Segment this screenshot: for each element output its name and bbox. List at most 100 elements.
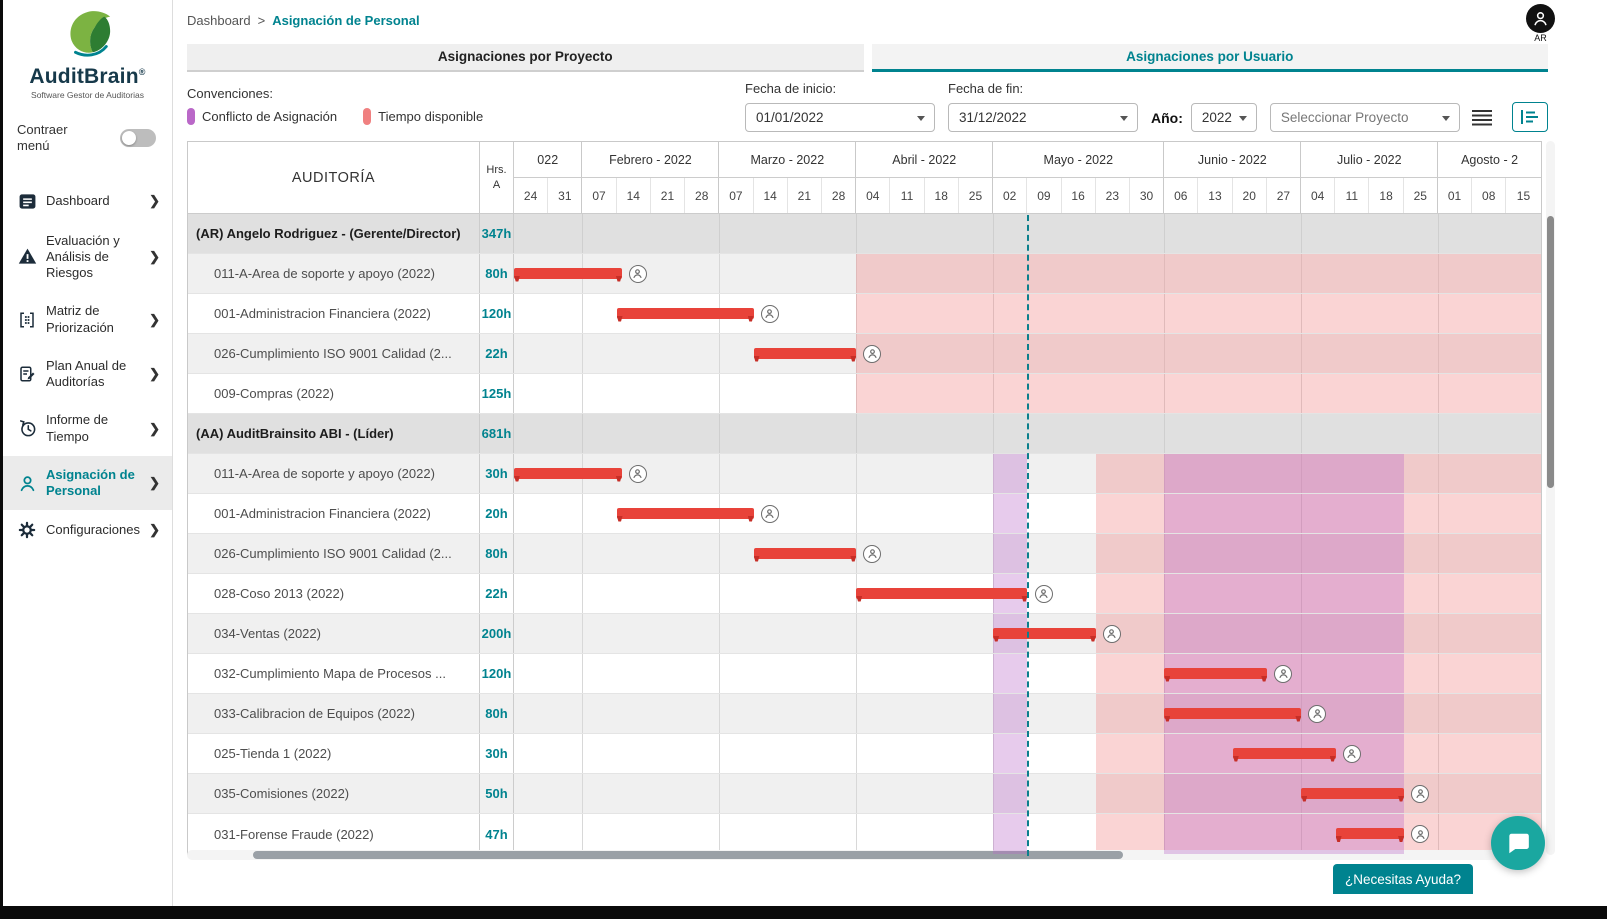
assignee-person-icon[interactable] (1308, 704, 1327, 723)
hamburger-menu-icon (1472, 109, 1492, 125)
assignment-bar[interactable] (514, 467, 622, 479)
sidebar-item-evaluacion-y-analisis-de-riesgos[interactable]: Evaluación y Análisis de Riesgos ❯ (3, 222, 172, 293)
proyecto-select[interactable]: Seleccionar Proyecto (1269, 103, 1460, 132)
assignee-person-icon[interactable] (760, 504, 779, 523)
assigned-hours: 681h (480, 414, 514, 453)
month-boundary-line (1301, 814, 1303, 854)
month-boundary-line (719, 454, 721, 493)
help-button[interactable]: ¿Necesitas Ayuda? (1333, 864, 1473, 894)
annual-plan-icon (17, 365, 37, 383)
assignment-bar[interactable] (1301, 787, 1405, 799)
month-boundary-line (856, 294, 858, 333)
fecha-inicio-select[interactable]: 01/01/2022 (745, 103, 935, 132)
vertical-scrollbar-thumb[interactable] (1547, 216, 1554, 488)
assignee-person-icon[interactable] (1411, 784, 1430, 803)
sidebar-item-matriz-de-priorizacion[interactable]: Matriz de Priorización ❯ (3, 292, 172, 347)
task-label: 028-Coso 2013 (2022) (188, 574, 480, 613)
assigned-hours: 30h (480, 454, 514, 493)
assignee-person-icon[interactable] (1034, 584, 1053, 603)
assignment-bar[interactable] (856, 587, 1028, 599)
month-boundary-line (1301, 214, 1303, 253)
week-header-cell: 16 (1062, 178, 1096, 213)
assignment-bar[interactable] (616, 507, 754, 519)
assignment-bar[interactable] (514, 267, 622, 279)
month-boundary-line (1164, 374, 1166, 413)
month-header-cell: Junio - 2022 (1164, 142, 1302, 177)
sidebar-item-configuraciones[interactable]: Configuraciones ❯ (3, 510, 172, 550)
collapse-menu-toggle[interactable] (120, 129, 156, 148)
sidebar-item-label: Evaluación y Análisis de Riesgos (46, 232, 120, 281)
month-boundary-line (582, 614, 584, 653)
list-view-button[interactable] (1466, 102, 1498, 132)
sidebar-item-asignacion-de-personal[interactable]: Asignación de Personal ❯ (3, 455, 172, 511)
user-icon (1534, 12, 1547, 26)
assignee-person-icon[interactable] (863, 344, 882, 363)
month-boundary-line (719, 214, 721, 253)
fecha-fin-select[interactable]: 31/12/2022 (948, 103, 1138, 132)
month-boundary-line (582, 694, 584, 733)
user-avatar[interactable]: AR (1526, 4, 1555, 43)
horizontal-scrollbar-thumb[interactable] (253, 851, 1123, 859)
gantt-task-row: 031-Forense Fraude (2022) 47h (188, 814, 1541, 854)
timeline-cell (514, 214, 1541, 253)
priority-matrix-icon (17, 311, 37, 329)
month-boundary-line (1301, 574, 1303, 613)
assignment-bar[interactable] (753, 547, 857, 559)
month-boundary-line (1301, 454, 1303, 493)
chevron-right-icon: ❯ (149, 366, 160, 381)
conflict-shade (1164, 574, 1405, 613)
assignee-person-icon[interactable] (1102, 624, 1121, 643)
month-boundary-line (856, 414, 858, 453)
task-label: 031-Forense Fraude (2022) (188, 814, 480, 854)
assignee-person-icon[interactable] (1274, 664, 1293, 683)
assignee-person-icon[interactable] (628, 264, 647, 283)
assignee-person-icon[interactable] (863, 544, 882, 563)
available-time-shade (1095, 494, 1541, 533)
sidebar-item-dashboard[interactable]: Dashboard ❯ (3, 181, 172, 222)
proyecto-value: Seleccionar Proyecto (1280, 110, 1409, 125)
assignee-person-icon[interactable] (1411, 825, 1430, 843)
topbar: Dashboard > Asignación de Personal AR (173, 0, 1607, 43)
week-header-cell: 18 (925, 178, 959, 213)
tab-asignaciones-por-usuario[interactable]: Asignaciones por Usuario (871, 44, 1548, 72)
assignee-person-icon[interactable] (760, 304, 779, 323)
gantt-task-row: 001-Administracion Financiera (2022) 120h (188, 294, 1541, 334)
breadcrumb-dashboard[interactable]: Dashboard (187, 13, 251, 28)
sidebar-item-plan-anual-de-auditorias[interactable]: Plan Anual de Auditorías ❯ (3, 347, 172, 402)
month-boundary-line (993, 374, 995, 413)
month-boundary-line (1438, 414, 1440, 453)
assignment-bar[interactable] (1232, 747, 1336, 759)
month-boundary-line (993, 334, 995, 373)
avatar-initials: AR (1534, 33, 1547, 43)
week-header-cell: 07 (582, 178, 617, 213)
assignment-bar[interactable] (1335, 828, 1405, 839)
month-boundary-line (719, 534, 721, 573)
assignee-person-icon[interactable] (628, 464, 647, 483)
assignee-person-icon[interactable] (1342, 744, 1361, 763)
conflict-shade (1164, 454, 1405, 493)
month-boundary-line (1164, 254, 1166, 293)
assignment-bar[interactable] (616, 307, 754, 319)
anio-select[interactable]: 2022 (1190, 103, 1257, 132)
chevron-right-icon: ❯ (149, 522, 160, 538)
month-boundary-line (1164, 534, 1166, 573)
week-header-cell: 01 (1438, 178, 1473, 213)
month-boundary-line (993, 414, 995, 453)
assignment-bar[interactable] (1164, 707, 1302, 719)
gantt-view-button[interactable] (1512, 102, 1548, 132)
sidebar-item-label: Asignación de Personal (46, 466, 135, 498)
month-boundary-line (1301, 254, 1303, 293)
month-boundary-line (1438, 334, 1440, 373)
month-boundary-line (856, 614, 858, 653)
hours-header-line1: Hrs. (486, 164, 507, 177)
assignment-bar[interactable] (993, 627, 1096, 639)
assignment-bar[interactable] (753, 347, 857, 359)
week-header-row: 24 31 07 14 21 28 07 14 21 28 04 11 18 25 02 09 16 23 30 06… (514, 178, 1541, 214)
gantt-group-row: (AA) AuditBrainsito ABI - (Líder) 681h (188, 414, 1541, 454)
chat-fab-button[interactable] (1491, 816, 1545, 870)
assignment-bar[interactable] (1164, 667, 1268, 679)
sidebar-item-label: Plan Anual de Auditorías (46, 357, 127, 389)
tab-asignaciones-por-proyecto[interactable]: Asignaciones por Proyecto (187, 44, 864, 72)
month-boundary-line (1164, 774, 1166, 813)
sidebar-item-informe-de-tiempo[interactable]: Informe de Tiempo ❯ (3, 401, 172, 456)
